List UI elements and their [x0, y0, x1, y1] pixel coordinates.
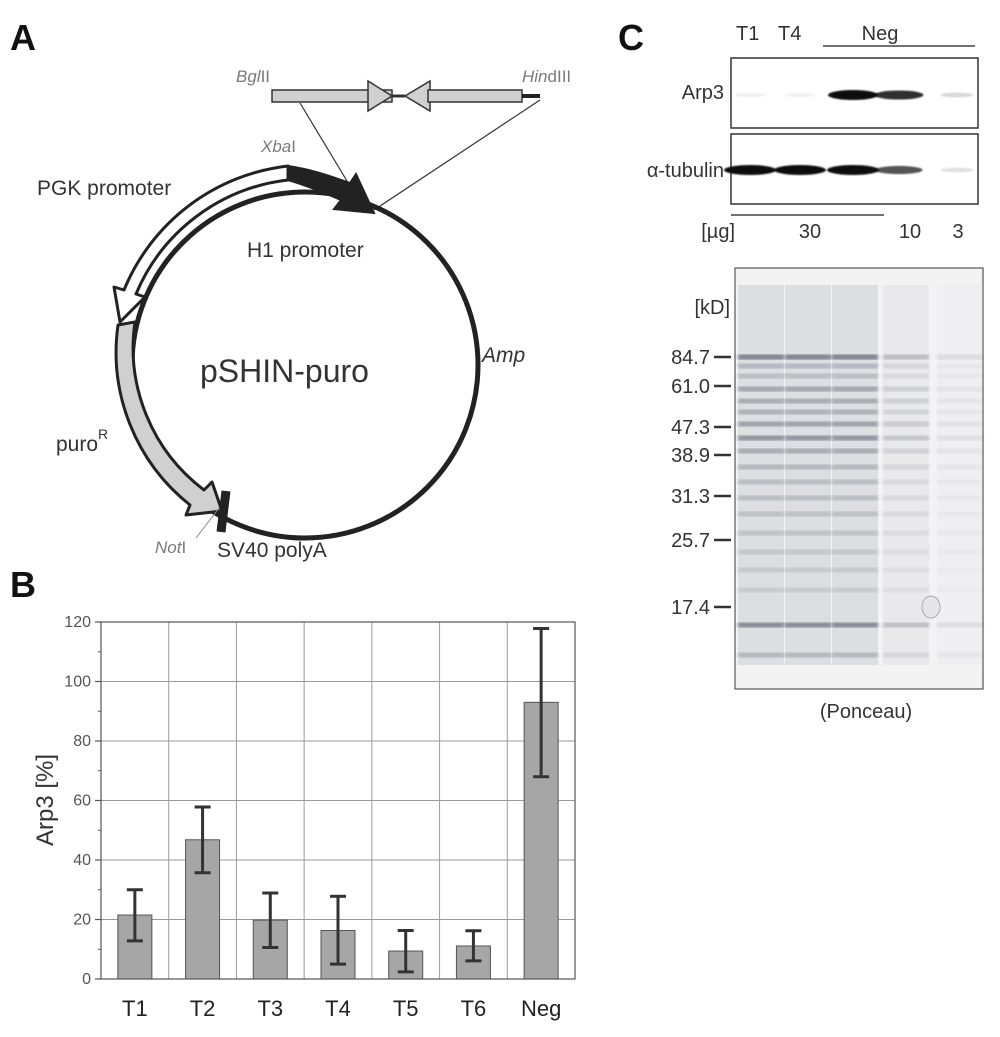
- sv40-polya-label: SV40 polyA: [217, 539, 327, 562]
- y-tick-label: 0: [82, 971, 91, 988]
- ponceau-lane-4: [883, 285, 929, 665]
- noti-pointer: [195, 507, 220, 539]
- x-tick-label-t6: T6: [461, 996, 487, 1021]
- pgk-promoter-label: PGK promoter: [37, 177, 171, 200]
- mw-marker-25-7: 25.7: [671, 530, 731, 552]
- svg-text:25.7: 25.7: [671, 530, 710, 552]
- panel-label-c: C: [618, 17, 644, 58]
- svg-text:47.3: 47.3: [671, 417, 710, 439]
- hindiii-label: HindIII: [522, 67, 571, 86]
- x-tick-label-t4: T4: [325, 996, 351, 1021]
- svg-text:61.0: 61.0: [671, 376, 710, 398]
- pgk-promoter-arrow: [112, 164, 290, 324]
- ponceau-lane-3: [832, 285, 878, 665]
- shrna-insert-diagram: [271, 79, 540, 113]
- arp3-bar-chart: 0 20 40 60 80 100 120 T1 T2 T3 T4 T5 T6 Neg: [64, 614, 576, 1021]
- y-axis-label: Arp3 [%]: [32, 754, 59, 846]
- panel-label-b: B: [10, 564, 36, 605]
- arp3-band-lane-4: [874, 90, 924, 100]
- sv40-polya-block: [216, 490, 231, 533]
- plasmid-name: pSHIN-puro: [200, 353, 369, 389]
- noti-label: NotI: [155, 538, 186, 557]
- y-tick-label: 40: [73, 852, 91, 869]
- ponceau-caption: (Ponceau): [820, 701, 912, 723]
- ponceau-lane-1: [738, 285, 784, 665]
- tub-band-lane-3: [827, 165, 879, 175]
- error-bar-t2: [194, 805, 211, 875]
- arp3-band-lane-2: [784, 92, 816, 98]
- tub-band-lane-2: [774, 165, 826, 175]
- error-bar-t1: [126, 888, 143, 943]
- ponceau-lane-5: [937, 285, 983, 665]
- mw-marker-47-3: 47.3: [671, 417, 731, 439]
- x-tick-label-t1: T1: [122, 996, 148, 1021]
- kd-label: [kD]: [694, 297, 730, 319]
- svg-text:17.4: 17.4: [671, 597, 710, 619]
- lane-label-t4: T4: [778, 23, 801, 45]
- svg-text:84.7: 84.7: [671, 347, 710, 369]
- tub-band-lane-5: [940, 167, 974, 173]
- mw-marker-31-3: 31.3: [671, 486, 731, 508]
- x-tick-label-t2: T2: [190, 996, 216, 1021]
- y-tick-label: 80: [73, 733, 91, 750]
- arp3-band-lane-3: [828, 90, 878, 100]
- lane-label-t1: T1: [736, 23, 759, 45]
- y-tick-label: 120: [64, 614, 91, 631]
- amp-label: Amp: [480, 344, 525, 367]
- x-tick-label-neg: Neg: [521, 996, 561, 1021]
- y-tick-label: 100: [64, 674, 91, 691]
- error-bar-t5: [397, 929, 414, 974]
- error-bar-neg: [533, 627, 550, 779]
- error-bar-t3: [262, 891, 279, 949]
- plot-frame: [100, 621, 576, 980]
- mw-marker-38-9: 38.9: [671, 445, 731, 467]
- puro-resistance-arrow: [114, 320, 224, 517]
- x-tick-label-t5: T5: [393, 996, 419, 1021]
- h1-promoter-arrow: [287, 164, 376, 215]
- mw-marker-61-0: 61.0: [671, 376, 731, 398]
- insert-left-line: [299, 102, 351, 187]
- arp3-band-lane-1: [734, 92, 766, 98]
- membrane-bubble: [921, 595, 941, 619]
- y-tick-label: 20: [73, 912, 91, 929]
- h1-promoter-label: H1 promoter: [247, 239, 364, 262]
- puro-label: puroR: [56, 426, 108, 456]
- tubulin-blot-label: α-tubulin: [647, 160, 724, 182]
- bglii-label: BglII: [236, 67, 270, 86]
- svg-text:31.3: 31.3: [671, 486, 710, 508]
- ug-label: [µg]: [701, 221, 735, 243]
- panel-label-a: A: [10, 17, 36, 58]
- tub-band-lane-1: [724, 165, 776, 175]
- ponceau-lane-2: [785, 285, 831, 665]
- error-bar-t6: [465, 929, 482, 963]
- x-tick-label-t3: T3: [257, 996, 283, 1021]
- lane-label-neg: Neg: [862, 23, 899, 45]
- arp3-blot-label: Arp3: [682, 82, 724, 104]
- mw-marker-84-7: 84.7: [671, 347, 731, 369]
- xbai-label: XbaI: [260, 137, 296, 156]
- amount-30: 30: [799, 221, 821, 243]
- insert-right-line: [373, 99, 541, 211]
- y-tick-label: 60: [73, 793, 91, 810]
- arp3-band-lane-5: [940, 92, 974, 98]
- tub-band-lane-4: [875, 165, 923, 175]
- svg-text:38.9: 38.9: [671, 445, 710, 467]
- error-bar-t4: [330, 894, 346, 966]
- mw-marker-17-4: 17.4: [671, 597, 731, 619]
- amount-10: 10: [899, 221, 921, 243]
- amount-3: 3: [952, 221, 963, 243]
